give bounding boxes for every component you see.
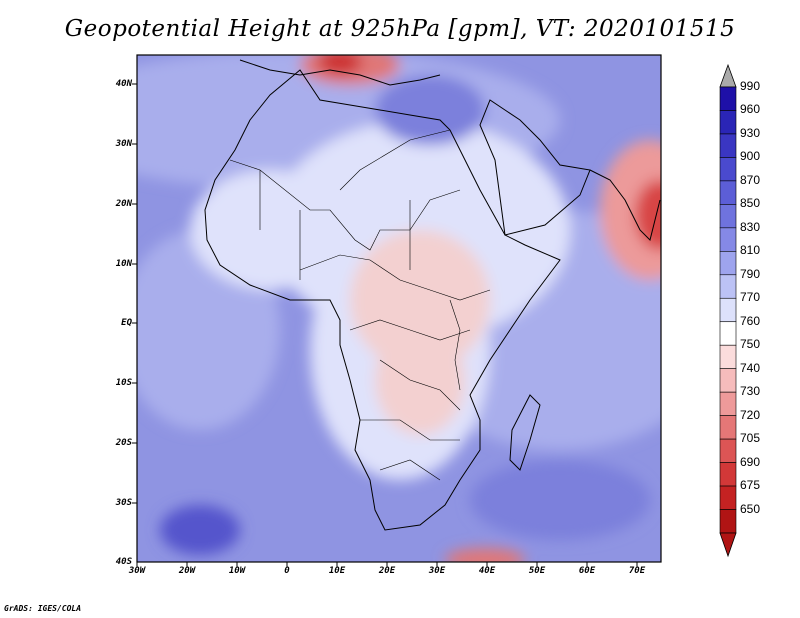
colorbar-label: 750 bbox=[740, 337, 761, 352]
madagascar bbox=[509, 394, 541, 471]
lat-label-30n: 30N bbox=[115, 139, 132, 149]
lat-label-10s: 10S bbox=[115, 378, 132, 388]
colorbar-swatch bbox=[719, 415, 737, 440]
lon-label-70e: 70E bbox=[628, 566, 646, 576]
colorbar-label: 850 bbox=[740, 196, 761, 211]
lon-label-60e: 60E bbox=[578, 566, 596, 576]
colorbar-swatch bbox=[719, 110, 737, 135]
lat-label-40s: 40S bbox=[115, 557, 132, 567]
colorbar-swatch bbox=[719, 462, 737, 487]
lon-label-20e: 20E bbox=[378, 566, 396, 576]
borders bbox=[229, 129, 491, 481]
colorbar-swatch bbox=[719, 133, 737, 158]
colorbar-label: 930 bbox=[740, 125, 761, 140]
colorbar-label: 730 bbox=[740, 384, 761, 399]
lon-label-30e: 30E bbox=[428, 566, 446, 576]
lon-label-30w: 30W bbox=[128, 566, 146, 576]
colorbar-swatch bbox=[719, 227, 737, 252]
colorbar-swatch bbox=[719, 368, 737, 393]
colorbar-label: 810 bbox=[740, 243, 761, 258]
colorbar bbox=[719, 63, 737, 558]
colorbar-swatch bbox=[719, 251, 737, 276]
colorbar-swatch bbox=[719, 297, 737, 323]
colorbar-label: 740 bbox=[740, 360, 761, 375]
colorbar-label: 790 bbox=[740, 266, 761, 281]
colorbar-label: 770 bbox=[740, 290, 761, 305]
lon-label-40e: 40E bbox=[478, 566, 496, 576]
colorbar-swatch bbox=[719, 509, 737, 534]
colorbar-label: 760 bbox=[740, 313, 761, 328]
colorbar-swatch bbox=[719, 321, 737, 346]
colorbar-label: 705 bbox=[740, 431, 761, 446]
lat-label-20s: 20S bbox=[115, 438, 132, 448]
colorbar-swatch bbox=[719, 157, 737, 182]
plot-frame bbox=[136, 54, 662, 563]
colorbar-swatch bbox=[719, 391, 737, 416]
colorbar-label: 690 bbox=[740, 454, 761, 469]
lat-label-eq: EQ bbox=[121, 318, 132, 328]
colorbar-swatch bbox=[719, 485, 737, 510]
colorbar-swatch bbox=[719, 438, 737, 463]
colorbar-label: 650 bbox=[740, 501, 761, 516]
lon-label-50e: 50E bbox=[528, 566, 546, 576]
colorbar-swatch bbox=[719, 180, 737, 205]
lat-label-20n: 20N bbox=[115, 199, 132, 209]
lon-label-0: 0 bbox=[284, 566, 290, 576]
colorbar-swatch bbox=[719, 86, 737, 111]
colorbar-label: 870 bbox=[740, 172, 761, 187]
lon-label-10w: 10W bbox=[228, 566, 246, 576]
colorbar-label: 830 bbox=[740, 219, 761, 234]
lat-label-40n: 40N bbox=[115, 79, 132, 89]
colorbar-swatch bbox=[719, 274, 737, 299]
colorbar-label: 900 bbox=[740, 149, 761, 164]
colorbar-label: 675 bbox=[740, 478, 761, 493]
map-title: Geopotential Height at 925hPa [gpm], VT:… bbox=[64, 16, 736, 42]
colorbar-label: 960 bbox=[740, 102, 761, 117]
arabia bbox=[479, 99, 591, 236]
axis-ticks bbox=[132, 83, 638, 567]
lat-label-30s: 30S bbox=[115, 498, 132, 508]
lat-label-10n: 10N bbox=[115, 259, 132, 269]
lon-label-10e: 10E bbox=[328, 566, 346, 576]
europe-coast bbox=[239, 59, 441, 86]
colorbar-swatch bbox=[719, 204, 737, 229]
colorbar-swatch bbox=[719, 344, 737, 369]
credit-text: GrADS: IGES/COLA bbox=[4, 604, 82, 613]
colorbar-bottom-arrow bbox=[719, 532, 737, 558]
coastlines bbox=[204, 59, 661, 531]
india-coast bbox=[589, 169, 661, 241]
africa-coast bbox=[204, 69, 561, 531]
colorbar-label: 720 bbox=[740, 407, 761, 422]
colorbar-label: 990 bbox=[740, 79, 761, 93]
colorbar-top-arrow bbox=[719, 63, 737, 88]
lon-label-20w: 20W bbox=[178, 566, 196, 576]
contour-field bbox=[137, 55, 661, 562]
